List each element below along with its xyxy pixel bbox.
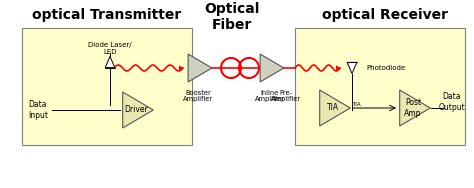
- Text: TIA: TIA: [327, 104, 339, 112]
- Polygon shape: [400, 90, 430, 126]
- Text: Optical
Fiber: Optical Fiber: [204, 2, 260, 32]
- Polygon shape: [179, 65, 184, 70]
- Text: Photodiode: Photodiode: [366, 65, 405, 71]
- FancyBboxPatch shape: [22, 28, 192, 145]
- Text: Diode Laser/
LED: Diode Laser/ LED: [88, 42, 132, 55]
- Text: optical Transmitter: optical Transmitter: [32, 8, 182, 22]
- Text: optical Receiver: optical Receiver: [322, 8, 448, 22]
- Polygon shape: [105, 56, 115, 68]
- Text: Data
Input: Data Input: [28, 100, 48, 120]
- Polygon shape: [188, 54, 212, 82]
- Text: Booster
Amplifier: Booster Amplifier: [183, 90, 213, 102]
- Text: Inline
Amplifier: Inline Amplifier: [255, 90, 285, 102]
- FancyBboxPatch shape: [295, 28, 465, 145]
- Text: Data
Output: Data Output: [438, 92, 465, 112]
- Polygon shape: [319, 90, 350, 126]
- Text: Driver: Driver: [124, 105, 148, 114]
- Text: TIA: TIA: [352, 102, 361, 106]
- Text: Pre-
Amplifier: Pre- Amplifier: [271, 90, 301, 102]
- Polygon shape: [336, 65, 341, 70]
- Polygon shape: [347, 62, 357, 74]
- Text: Post
Amp: Post Amp: [404, 98, 422, 118]
- Polygon shape: [260, 54, 284, 82]
- Polygon shape: [123, 92, 153, 128]
